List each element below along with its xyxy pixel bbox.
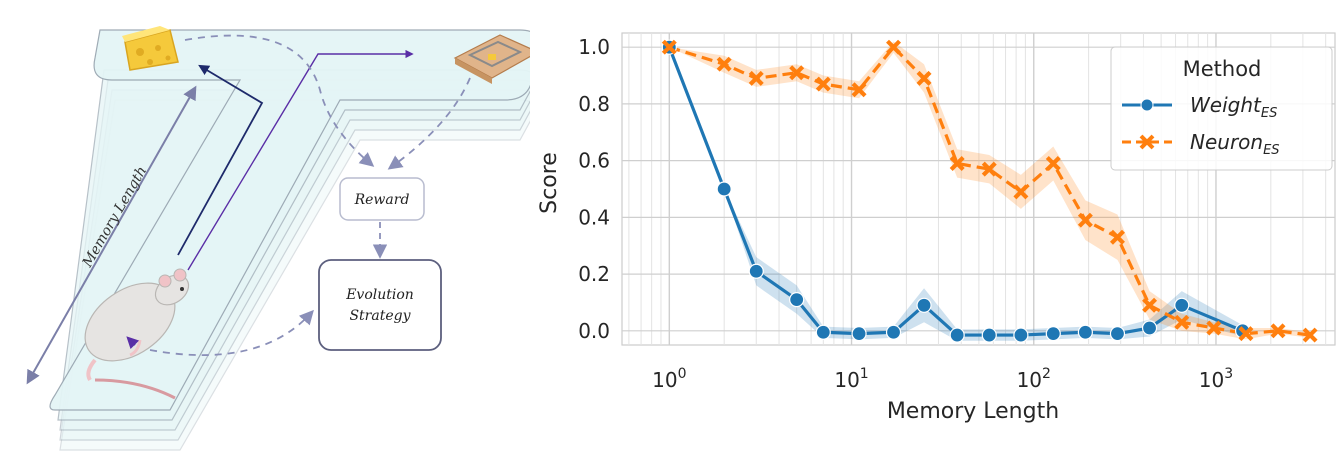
neuron-confidence-band [669,41,1311,340]
weight-point [949,327,965,343]
series-markers [661,39,1318,343]
neuron-point [949,155,965,171]
neuron-point [1174,314,1190,330]
rat-icon [84,268,190,400]
y-tick-label: 0.8 [578,92,610,116]
x-tick-label: 102 [1017,366,1051,392]
neuron-point [1302,327,1318,343]
evolution-label-line1: Evolution [345,287,414,303]
y-tick-label: 0.4 [578,205,610,229]
maze-layers [49,29,530,451]
legend-title: Method [1183,57,1262,81]
y-tick-label: 0.6 [578,149,610,173]
weight-point [1077,324,1093,340]
weight-point [981,327,997,343]
y-tick-label: 1.0 [578,35,610,59]
weight-point [1141,320,1158,336]
memory-length-arrow [26,85,197,385]
reward-label: Reward [354,192,410,208]
svg-text:WeightES: WeightES [1190,93,1277,121]
mousetrap-icon [453,34,530,84]
legend-marker-neuron [1139,134,1155,150]
x-tick-label: 103 [1199,366,1233,392]
weight-point [815,324,831,340]
weight-point [916,297,932,313]
neuron-point [886,39,902,55]
evolution-strategy-box [318,259,442,351]
trap-to-reward-arrow [387,77,471,170]
reward-box [339,177,425,221]
weight-point [716,181,732,197]
weight-point [1109,326,1126,342]
legend-label-neuron: Neuron [1190,130,1263,154]
weight-point [789,292,805,308]
neuron-point [789,65,805,81]
neuron-point [661,39,677,55]
neuron-point [1109,229,1125,245]
legend-box [1110,46,1333,171]
cheese-icon [122,26,179,71]
weight-point [748,263,764,279]
score-chart: 0.0 0.2 0.4 0.6 0.8 1.0 100 101 102 103 Memory Le… [537,32,1336,424]
neuron-point [916,70,932,86]
legend-sub-neuron: ES [1263,143,1279,158]
neuron-point [1045,155,1061,171]
weight-point [1045,326,1061,342]
rat-start-arrow [126,336,140,350]
path-to-trap [187,49,414,271]
weight-point [1174,297,1190,313]
svg-text:NeuronES: NeuronES [1190,130,1280,158]
neuron-point [748,70,764,86]
neuron-point [981,161,997,177]
cheese-to-reward-arrow [184,34,375,167]
legend-label-weight: Weight [1190,93,1262,117]
rat-to-es-arrow [149,309,314,356]
legend-marker-weight [1140,98,1154,112]
x-tick-label: 101 [834,366,868,392]
y-tick-label: 0.2 [578,262,610,286]
y-tick-label: 0.0 [578,319,610,343]
neuron-point [716,56,732,72]
neuron-point [1013,184,1029,200]
neuron-point [1270,323,1286,339]
legend-sub-weight: ES [1261,106,1277,121]
neuron-point [1077,212,1093,228]
neuron-point [815,76,831,92]
weight-point [1013,327,1029,343]
tick-labels: 0.0 0.2 0.4 0.6 0.8 1.0 100 101 102 103 [578,35,1233,392]
neuron-point [851,82,867,98]
legend-entry-weight: WeightES [1122,93,1277,121]
legend-entry-neuron: NeuronES [1122,130,1280,158]
path-to-cheese [177,64,264,256]
x-axis-label: Memory Length [887,399,1059,424]
weight-point [885,324,902,340]
t-maze-diagram: Memory Length Reward Evolution Strategy [26,26,530,451]
neuron-point [1206,320,1222,336]
evolution-label-line2: Strategy [349,308,411,324]
neuron-point [1142,297,1158,313]
y-axis-label: Score [537,152,562,214]
neuron-point [1238,326,1254,342]
x-tick-label: 100 [652,366,686,392]
weight-point [851,326,867,342]
legend: Method WeightES NeuronES [1110,46,1333,171]
